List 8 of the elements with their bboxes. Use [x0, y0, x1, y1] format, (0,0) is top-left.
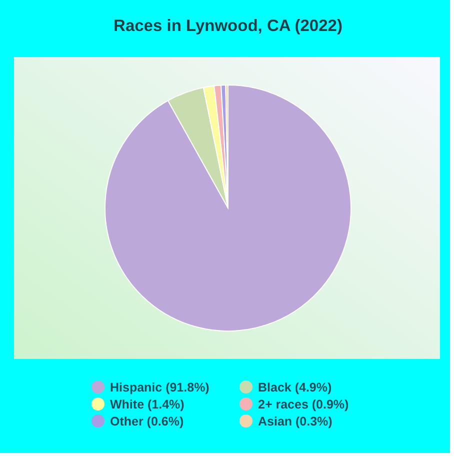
- legend-label: Hispanic (91.8%): [110, 380, 210, 394]
- legend-label: Other (0.6%): [110, 414, 184, 428]
- pie-slice: [104, 84, 352, 332]
- legend-label: White (1.4%): [110, 397, 184, 412]
- legend-label: 2+ races (0.9%): [258, 397, 349, 412]
- chart-title: Races in Lynwood, CA (2022): [114, 16, 342, 35]
- legend-label: Asian (0.3%): [258, 414, 332, 428]
- legend-label: Black (4.9%): [258, 380, 332, 394]
